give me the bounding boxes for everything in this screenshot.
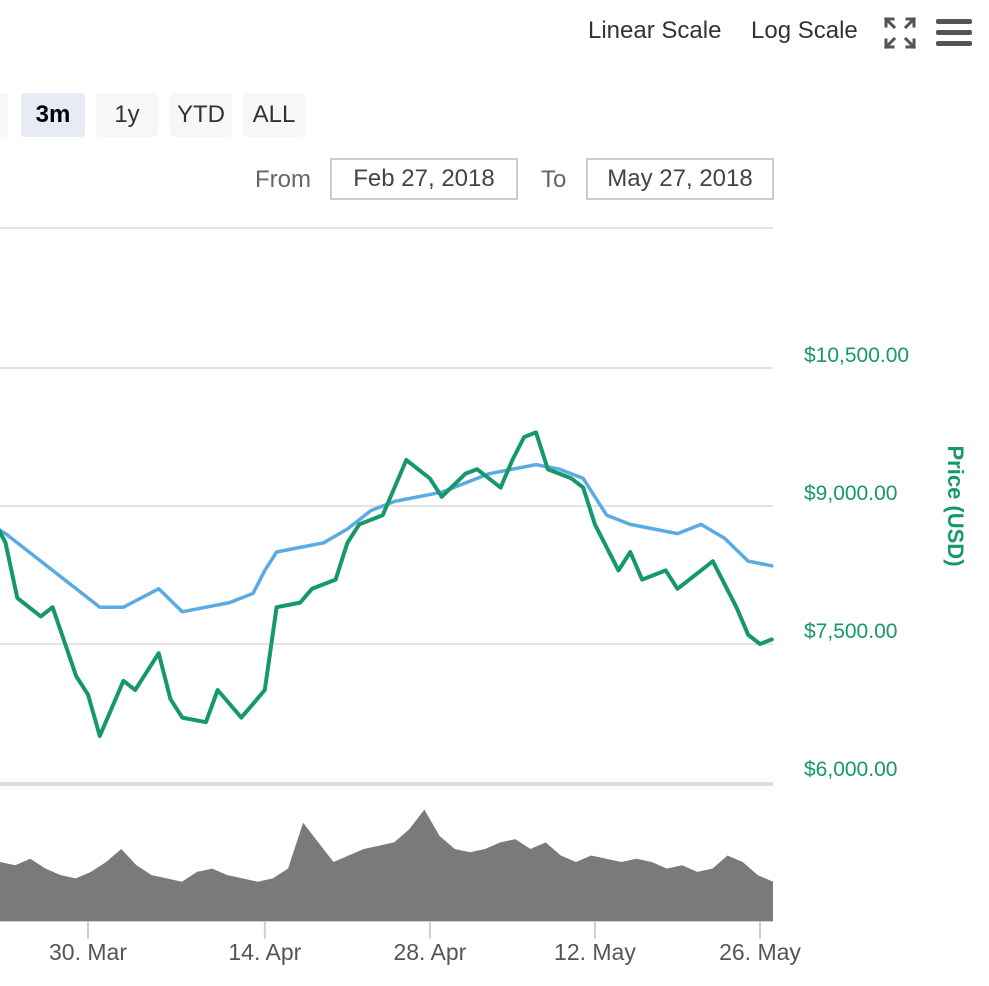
price-line-main — [0, 430, 774, 738]
hamburger-menu-icon[interactable] — [934, 16, 974, 50]
to-label: To — [541, 166, 567, 193]
navigator-separator — [0, 782, 773, 786]
volume-area-path — [0, 809, 773, 921]
from-label: From — [255, 166, 311, 193]
price-line-secondary — [0, 462, 774, 614]
x-tick-label: 28. Apr — [393, 939, 466, 965]
range-button-ytd[interactable]: YTD — [170, 93, 232, 137]
y-tick-label: $9,000.00 — [804, 482, 897, 505]
x-tick-label: 14. Apr — [228, 939, 301, 965]
range-button-1y[interactable]: 1y — [96, 93, 158, 137]
y-axis: $10,500.00 $9,000.00 $7,500.00 $6,000.00 — [804, 344, 909, 781]
fullscreen-icon[interactable] — [883, 16, 917, 50]
log-scale-button[interactable]: Log Scale — [751, 17, 858, 44]
from-date-input[interactable] — [330, 158, 518, 200]
volume-area — [0, 809, 773, 921]
y-axis-title: Price (USD) — [943, 445, 968, 566]
linear-scale-button[interactable]: Linear Scale — [588, 17, 722, 44]
to-date-input[interactable] — [586, 158, 774, 200]
price-series — [0, 430, 774, 738]
y-tick-label: $7,500.00 — [804, 620, 897, 643]
y-tick-label: $10,500.00 — [804, 344, 909, 367]
y-tick-label: $6,000.00 — [804, 758, 897, 781]
x-tick-label: 30. Mar — [49, 939, 127, 965]
x-tick-label: 12. May — [554, 939, 636, 965]
x-axis: 30. Mar 14. Apr 28. Apr 12. May 26. May — [49, 921, 801, 965]
range-left-edge — [0, 93, 8, 137]
range-button-3m[interactable]: 3m — [21, 93, 85, 137]
x-tick-label: 26. May — [719, 939, 801, 965]
range-button-all[interactable]: ALL — [243, 93, 305, 137]
